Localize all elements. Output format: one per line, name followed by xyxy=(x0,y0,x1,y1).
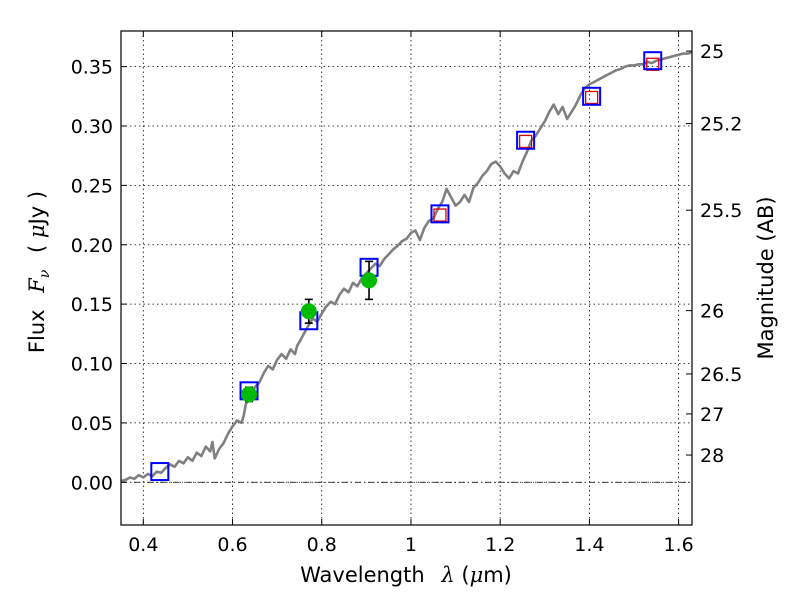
y-tick-label: 0.35 xyxy=(71,57,113,79)
observed-flux-point xyxy=(361,272,378,289)
magnitude-tick-label: 26 xyxy=(700,301,724,323)
x-axis-label: Wavelength λ (μm) xyxy=(300,563,512,587)
x-tick-label: 0.4 xyxy=(128,534,158,556)
model-spectrum-line xyxy=(120,51,693,483)
observed-flux-point xyxy=(300,303,317,320)
y-axis-label: Flux Fν ( μJy ) xyxy=(25,191,54,353)
x-tick-label: 0.8 xyxy=(307,534,337,556)
model-photometry-square xyxy=(643,51,663,71)
grid-lines xyxy=(121,31,692,525)
y-tick-label: 0.05 xyxy=(71,413,113,435)
nir-square-marker xyxy=(433,208,447,222)
series-layer xyxy=(120,51,693,483)
y-axis-right-label: Magnitude (AB) xyxy=(754,196,778,359)
magnitude-tick-label: 25.2 xyxy=(700,114,742,136)
magnitude-tick-label: 25 xyxy=(700,41,724,63)
observed-flux-point xyxy=(241,386,258,403)
x-tick-label: 0.6 xyxy=(217,534,247,556)
magnitude-tick-label: 26.5 xyxy=(700,364,742,386)
y-tick-label: 0.15 xyxy=(71,294,113,316)
model-photometry-square xyxy=(430,204,450,224)
nir-square-marker xyxy=(646,57,660,71)
y-tick-label: 0.30 xyxy=(71,116,113,138)
y-tick-label: 0.00 xyxy=(71,472,113,494)
model-photometry-square xyxy=(150,462,170,482)
y-tick-label: 0.25 xyxy=(71,175,113,197)
plot-frame xyxy=(120,30,693,526)
nir-square-marker xyxy=(584,90,599,105)
magnitude-tick-label: 25.5 xyxy=(700,200,742,222)
x-tick-label: 1 xyxy=(405,534,417,556)
y-tick-label: 0.10 xyxy=(71,354,113,376)
y-tick-label: 0.20 xyxy=(71,235,113,257)
x-tick-label: 1.4 xyxy=(574,534,604,556)
nir-square-marker xyxy=(518,134,533,149)
x-tick-label: 1.2 xyxy=(485,534,515,556)
axis-ticks: 0.4 0.6 0.8 1 1.2 1.4 1.6 0.00 0.05 0.10 0.15 0.20 0… xyxy=(71,31,742,556)
model-photometry-square xyxy=(516,130,536,150)
magnitude-tick-label: 28 xyxy=(700,445,724,467)
x-tick-label: 1.6 xyxy=(664,534,694,556)
model-photometry-square xyxy=(582,86,602,106)
magnitude-tick-label: 27 xyxy=(700,404,724,426)
